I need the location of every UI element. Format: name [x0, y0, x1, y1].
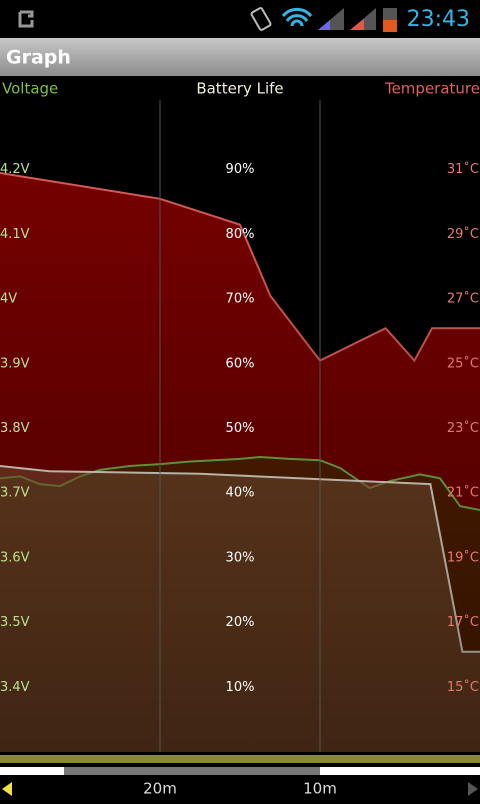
y-tick-label: 3.9V	[0, 356, 30, 371]
wifi-icon	[281, 7, 313, 27]
y-tick-label: 19˚C	[447, 549, 479, 565]
y-tick-label: 90%	[226, 162, 255, 177]
y-tick-label: 27˚C	[447, 291, 479, 307]
scroll-left[interactable]	[2, 782, 12, 796]
legend-label: Battery Life	[196, 80, 283, 98]
legend-label: Temperature	[384, 80, 480, 98]
plot: 20m 10m Temperature Voltage Battery Life 90% 8…	[0, 80, 480, 798]
y-tick-label: 3.5V	[0, 615, 30, 630]
y-tick-label: 4V	[0, 292, 17, 307]
y-tick-label: 29˚C	[447, 226, 479, 242]
y-tick-label: 4.1V	[0, 227, 30, 242]
y-tick-label: 23˚C	[447, 420, 479, 436]
x-tick-label: 10m	[303, 780, 337, 798]
signal-level	[318, 20, 330, 30]
battery-level	[383, 20, 397, 32]
y-tick-label: 60%	[226, 356, 255, 371]
signal-icon	[350, 8, 376, 30]
y-tick-label: 21˚C	[447, 485, 479, 501]
y-tick-label: 80%	[226, 227, 255, 242]
y-tick-label: 3.4V	[0, 680, 30, 695]
y-tick-label: 3.7V	[0, 486, 30, 501]
y-tick-label: 25˚C	[447, 355, 479, 371]
y-tick-label: 40%	[226, 486, 255, 501]
status-bar	[0, 0, 480, 38]
y-tick-label: 17˚C	[447, 614, 479, 630]
y-tick-label: 3.8V	[0, 421, 30, 436]
app-title: Graph	[6, 47, 71, 69]
y-tick-label: 10%	[226, 680, 255, 695]
signal-icon	[318, 8, 344, 30]
scroll-thumb[interactable]	[64, 767, 320, 775]
signal-level	[350, 19, 364, 30]
y-tick-label: 70%	[226, 292, 255, 307]
y-tick-label: 15˚C	[447, 679, 479, 695]
scroll-right[interactable]	[468, 782, 478, 796]
y-tick-label: 31˚C	[447, 161, 479, 177]
area-shade	[0, 105, 480, 752]
y-tick-label: 30%	[226, 550, 255, 565]
y-tick-label: 20%	[226, 615, 255, 630]
vibrate-icon	[250, 7, 272, 31]
x-tick-label: 20m	[143, 780, 177, 798]
notification-icon	[18, 10, 34, 28]
y-tick-label: 4.2V	[0, 162, 30, 177]
clock: 23:43	[407, 7, 470, 32]
y-tick-label: 50%	[226, 421, 255, 436]
app-bar	[0, 38, 480, 76]
legend-label: Voltage	[2, 80, 58, 98]
scroll-track	[0, 755, 480, 763]
y-tick-label: 3.6V	[0, 550, 30, 565]
